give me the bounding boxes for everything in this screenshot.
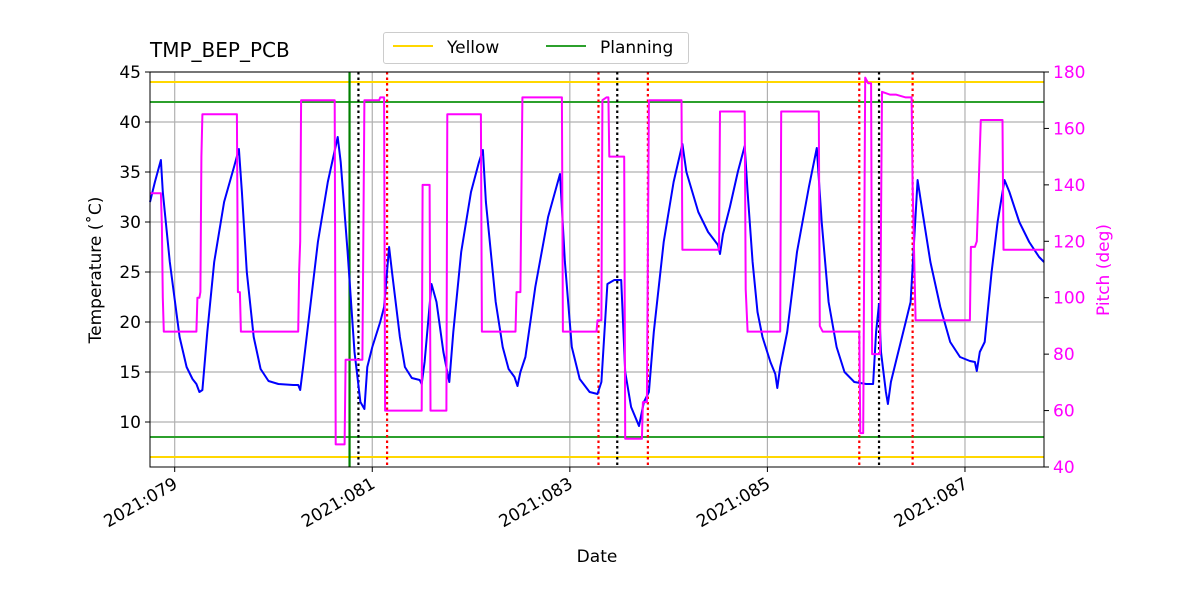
x-tick-label: 2021:083	[496, 474, 577, 532]
y2-tick-label: 80	[1053, 345, 1075, 365]
legend: Yellow Planning	[383, 32, 689, 64]
plot-frame	[149, 71, 1045, 468]
y2-tick-label: 40	[1053, 458, 1075, 478]
y2-tick-label: 180	[1053, 63, 1085, 83]
y-tick-label: 15	[119, 363, 141, 383]
x-axis-label: Date	[576, 547, 618, 567]
grid-lines	[150, 71, 1044, 467]
series-line-temperature	[149, 136, 1045, 427]
y-tick-label: 10	[119, 413, 141, 433]
y-tick-label: 30	[119, 213, 141, 233]
series-lines	[149, 76, 1045, 446]
chart-title: TMP_BEP_PCB	[150, 38, 290, 62]
y-tick-label: 35	[119, 163, 141, 183]
legend-swatch-planning	[546, 45, 586, 47]
x-tick-label: 2021:079	[101, 474, 182, 532]
y2-tick-label: 140	[1053, 176, 1085, 196]
y2-tick-label: 100	[1053, 289, 1085, 309]
legend-item-planning: Planning	[546, 38, 673, 58]
legend-item-yellow: Yellow	[393, 38, 499, 58]
series-line-pitch	[150, 76, 1044, 446]
y-tick-label: 45	[119, 63, 141, 83]
y-axis-label: Temperature (˚C)	[86, 196, 106, 344]
y-tick-label: 25	[119, 263, 141, 283]
x-tick-label: 2021:085	[693, 474, 774, 532]
legend-swatch-yellow	[393, 45, 433, 47]
y-tick-label: 40	[119, 113, 141, 133]
legend-label-planning: Planning	[600, 38, 674, 58]
y2-axis-label: Pitch (deg)	[1094, 223, 1114, 317]
y-tick-label: 20	[119, 313, 141, 333]
y2-tick-label: 60	[1053, 402, 1075, 422]
legend-label-yellow: Yellow	[447, 38, 500, 58]
x-tick-label: 2021:087	[891, 474, 972, 532]
limit-lines	[150, 81, 1044, 458]
y2-tick-label: 160	[1053, 119, 1085, 139]
y2-tick-label: 120	[1053, 232, 1085, 252]
x-tick-label: 2021:081	[298, 474, 379, 532]
